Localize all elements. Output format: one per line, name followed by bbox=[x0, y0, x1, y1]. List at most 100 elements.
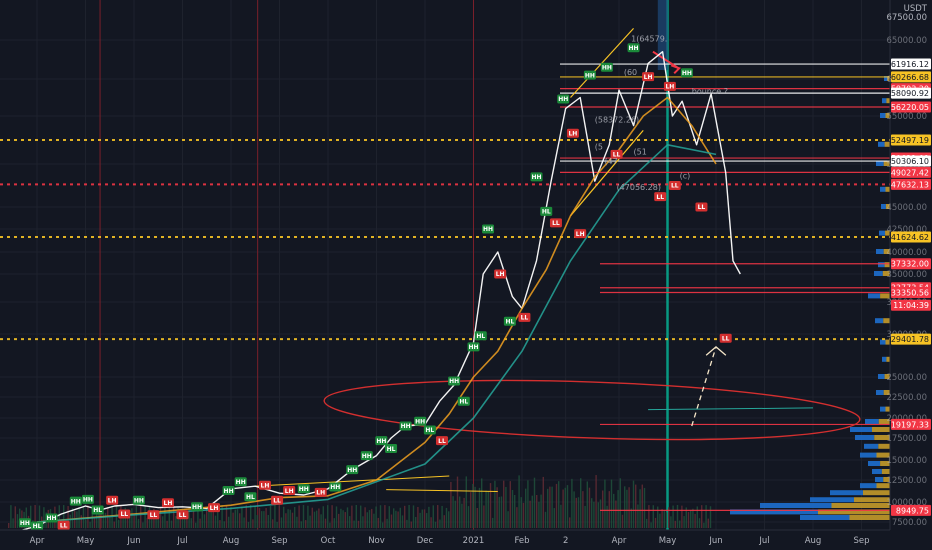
swing-label-text: LH bbox=[496, 271, 505, 278]
swing-label-bg bbox=[161, 498, 174, 508]
volume-bar bbox=[364, 507, 366, 528]
swing-label: HH bbox=[234, 477, 247, 487]
profile-bar-sell bbox=[883, 390, 890, 395]
volume-bar bbox=[285, 513, 287, 528]
swing-label-bg bbox=[271, 495, 284, 505]
volume-bar bbox=[582, 491, 584, 528]
volume-bar bbox=[276, 522, 278, 528]
profile-bar-buy bbox=[860, 452, 877, 458]
volume-bar bbox=[549, 486, 551, 528]
volume-bar bbox=[421, 509, 423, 528]
volume-bar bbox=[318, 508, 320, 528]
volume-bar bbox=[659, 513, 661, 528]
volume-bar bbox=[536, 494, 538, 528]
volume-bar bbox=[331, 505, 333, 528]
swing-label-text: LL bbox=[671, 183, 679, 190]
swing-label-text: HL bbox=[387, 446, 396, 453]
volume-bar bbox=[63, 505, 65, 528]
swing-label: LH bbox=[283, 486, 296, 496]
swing-label-bg bbox=[45, 513, 58, 523]
volume-bar bbox=[608, 491, 610, 528]
volume-bar bbox=[428, 506, 430, 528]
volume-bar bbox=[322, 506, 324, 528]
volume-bar bbox=[509, 481, 511, 528]
volume-bar bbox=[668, 507, 670, 528]
swing-label-bg bbox=[574, 229, 587, 239]
volume-bar bbox=[533, 477, 536, 528]
swing-label: LH bbox=[663, 81, 676, 91]
price-tick-label: 10000.00 bbox=[886, 498, 927, 508]
volume-bar bbox=[643, 487, 646, 528]
volume-bar bbox=[230, 507, 232, 528]
volume-bar bbox=[355, 505, 357, 528]
volume-bar bbox=[157, 512, 159, 528]
volume-bar bbox=[665, 512, 668, 528]
volume-bar bbox=[624, 486, 626, 528]
swing-label-bg bbox=[719, 333, 732, 343]
price-tick-label: 65000.00 bbox=[886, 36, 927, 46]
volume-bar bbox=[10, 505, 12, 528]
volume-bar bbox=[412, 505, 415, 528]
swing-label: HH bbox=[467, 342, 480, 352]
profile-bar-buy bbox=[865, 419, 879, 424]
volume-bar bbox=[415, 516, 417, 528]
volume-bar bbox=[144, 505, 146, 528]
swing-label-bg bbox=[457, 396, 470, 406]
volume-bar bbox=[137, 518, 140, 528]
swing-label: HH bbox=[627, 43, 640, 53]
volume-bar bbox=[199, 518, 201, 528]
volume-bar bbox=[170, 520, 173, 528]
profile-bar-buy bbox=[880, 113, 886, 118]
volume-bar bbox=[593, 501, 595, 528]
swing-label-text: LL bbox=[120, 511, 128, 518]
volume-bar bbox=[399, 507, 401, 528]
volume-bar bbox=[87, 505, 89, 528]
volume-bar bbox=[102, 509, 104, 528]
swing-label-text: LH bbox=[261, 482, 270, 489]
swing-label-text: LH bbox=[164, 500, 173, 507]
time-axis-panel[interactable] bbox=[0, 530, 932, 550]
volume-bar bbox=[461, 503, 463, 528]
swing-label-text: LL bbox=[521, 315, 529, 322]
volume-bar bbox=[142, 522, 144, 528]
volume-bar bbox=[672, 505, 674, 528]
volume-bar bbox=[43, 507, 45, 528]
swing-label-text: HL bbox=[505, 318, 514, 325]
volume-bar bbox=[245, 505, 247, 528]
volume-bar bbox=[190, 518, 192, 528]
volume-bar bbox=[269, 505, 272, 528]
volume-bar bbox=[349, 516, 351, 528]
volume-bar bbox=[344, 512, 346, 528]
swing-label-text: LH bbox=[210, 505, 219, 512]
volume-bar bbox=[131, 508, 133, 528]
swing-label-text: HH bbox=[362, 453, 372, 460]
volume-bar bbox=[505, 487, 507, 528]
time-tick-label: Dec bbox=[417, 536, 434, 546]
time-tick-label: Jul bbox=[758, 536, 769, 546]
swing-label: HH bbox=[557, 94, 570, 104]
swing-label-text: LL bbox=[273, 497, 281, 504]
volume-bar bbox=[522, 502, 525, 528]
volume-bar bbox=[14, 506, 16, 528]
volume-bar bbox=[426, 513, 428, 528]
swing-label-bg bbox=[399, 421, 412, 431]
profile-bar-buy bbox=[880, 339, 886, 345]
swing-label-bg bbox=[695, 202, 708, 212]
profile-bar-sell bbox=[876, 452, 890, 458]
volume-bar bbox=[463, 497, 465, 528]
profile-bar-buy bbox=[872, 469, 882, 474]
volume-bar bbox=[241, 506, 243, 528]
swing-label-text: HH bbox=[585, 72, 595, 79]
level-label-bg bbox=[891, 71, 931, 83]
volume-bar bbox=[496, 487, 498, 528]
swing-label: LH bbox=[208, 503, 221, 513]
volume-bar bbox=[690, 510, 692, 528]
profile-bar-buy bbox=[875, 318, 884, 324]
volume-bar bbox=[289, 509, 291, 528]
annotation-text: (47 bbox=[604, 157, 617, 166]
profile-bar-sell bbox=[831, 503, 890, 508]
volume-bar bbox=[335, 506, 338, 528]
channel-line bbox=[570, 130, 644, 217]
volume-bar bbox=[661, 508, 663, 528]
